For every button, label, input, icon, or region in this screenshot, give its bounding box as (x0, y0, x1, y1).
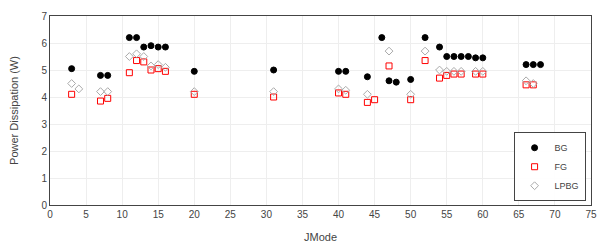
svg-text:0: 0 (41, 200, 47, 211)
svg-text:45: 45 (369, 209, 381, 220)
svg-text:4: 4 (41, 92, 47, 103)
svg-text:15: 15 (153, 209, 165, 220)
svg-text:20: 20 (189, 209, 201, 220)
svg-text:40: 40 (333, 209, 345, 220)
svg-text:30: 30 (261, 209, 273, 220)
svg-text:0: 0 (47, 209, 53, 220)
svg-text:7: 7 (41, 11, 47, 22)
svg-text:1: 1 (41, 173, 47, 184)
svg-text:75: 75 (585, 209, 597, 220)
svg-text:5: 5 (83, 209, 89, 220)
svg-text:25: 25 (225, 209, 237, 220)
svg-text:2: 2 (41, 146, 47, 157)
svg-text:10: 10 (117, 209, 129, 220)
svg-text:50: 50 (405, 209, 417, 220)
svg-text:60: 60 (477, 209, 489, 220)
svg-text:LPBG: LPBG (555, 181, 579, 191)
svg-text:65: 65 (513, 209, 525, 220)
svg-text:5: 5 (41, 65, 47, 76)
svg-text:FG: FG (555, 162, 568, 172)
svg-text:55: 55 (441, 209, 453, 220)
svg-text:6: 6 (41, 38, 47, 49)
svg-text:35: 35 (297, 209, 309, 220)
svg-text:Power Dissipation (W): Power Dissipation (W) (8, 56, 20, 165)
svg-text:3: 3 (41, 119, 47, 130)
svg-text:BG: BG (555, 143, 568, 153)
svg-text:JMode: JMode (304, 231, 337, 243)
svg-text:70: 70 (549, 209, 561, 220)
